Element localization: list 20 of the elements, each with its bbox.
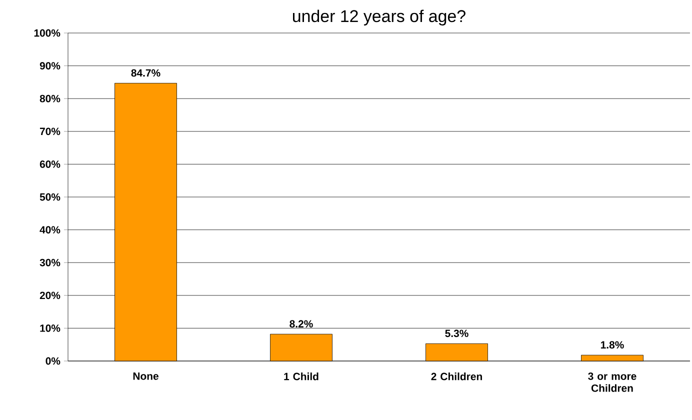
y-tick-label: 0%	[46, 357, 60, 365]
x-tick-label: 2 Children	[431, 372, 482, 380]
y-tick-label: 60%	[40, 160, 60, 168]
y-tick-label: 40%	[40, 226, 60, 234]
y-tick-label: 30%	[40, 258, 60, 266]
x-tick-label: 1 Child	[284, 372, 318, 380]
chart-title: under 12 years of age?	[293, 10, 466, 26]
y-tick-label: 50%	[40, 193, 60, 201]
y-tick-label: 100%	[34, 29, 60, 37]
x-tick-label: None	[133, 372, 158, 380]
y-tick-label: 80%	[40, 94, 60, 102]
y-tick-label: 90%	[40, 62, 60, 70]
data-label: 84.7%	[131, 69, 160, 77]
x-tick-label: 3 or more Children	[588, 372, 636, 392]
y-tick-label: 10%	[40, 324, 60, 332]
y-tick-label: 70%	[40, 128, 60, 136]
data-label: 5.3%	[445, 330, 468, 338]
y-tick-label: 20%	[40, 292, 60, 300]
data-label: 1.8%	[600, 341, 624, 349]
data-label: 8.2%	[290, 320, 313, 328]
